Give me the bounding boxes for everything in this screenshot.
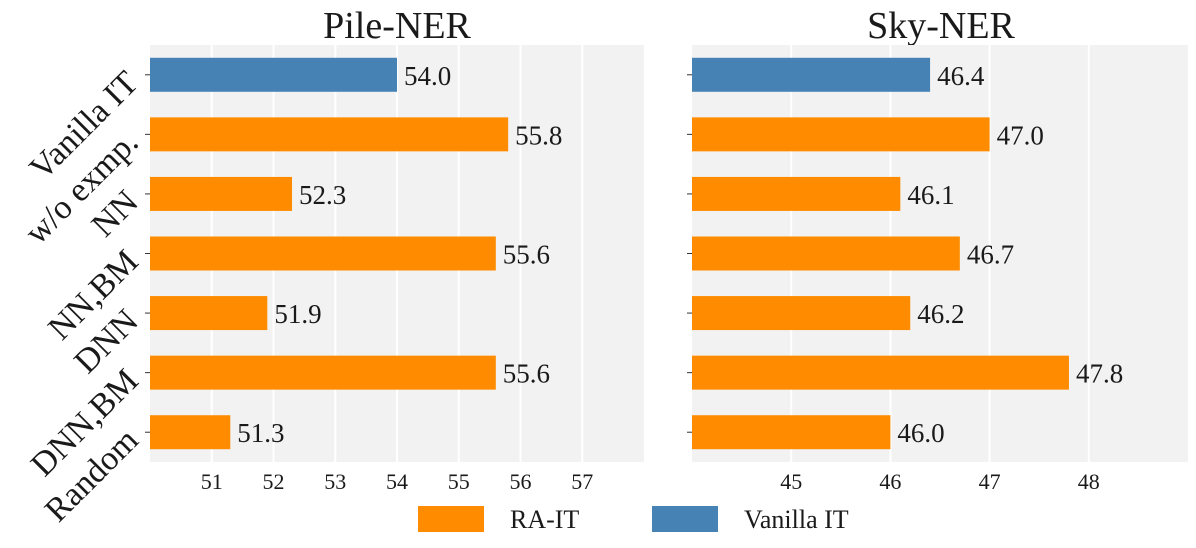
value-label: 47.8 bbox=[1076, 359, 1123, 389]
x-tick-label: 45 bbox=[780, 469, 802, 494]
value-label: 55.6 bbox=[503, 359, 550, 389]
bar-sky-ner-7 bbox=[692, 415, 891, 450]
bar-pile-ner-5 bbox=[150, 296, 268, 331]
value-label: 52.3 bbox=[299, 180, 346, 210]
bar-sky-ner-5 bbox=[692, 296, 911, 331]
x-tick-label: 51 bbox=[201, 469, 223, 494]
bar-sky-ner-4 bbox=[692, 236, 960, 271]
value-label: 46.1 bbox=[907, 180, 954, 210]
x-tick-label: 47 bbox=[979, 469, 1001, 494]
legend: RA-IT Vanilla IT bbox=[418, 505, 849, 534]
x-tick-label: 56 bbox=[510, 469, 532, 494]
value-label: 51.3 bbox=[237, 418, 284, 448]
x-tick-label: 54 bbox=[386, 469, 408, 494]
value-label: 46.4 bbox=[937, 61, 985, 91]
legend-label: Vanilla IT bbox=[744, 505, 849, 534]
bar-pile-ner-4 bbox=[150, 236, 496, 271]
x-tick-label: 57 bbox=[571, 469, 593, 494]
value-label: 46.0 bbox=[897, 418, 944, 448]
bar-pile-ner-1 bbox=[150, 57, 397, 92]
bar-sky-ner-2 bbox=[692, 117, 990, 152]
x-tick-label: 48 bbox=[1078, 469, 1100, 494]
panel-title-pile-ner: Pile-NER bbox=[323, 5, 471, 47]
x-tick-label: 52 bbox=[263, 469, 285, 494]
value-label: 54.0 bbox=[404, 61, 451, 91]
bar-sky-ner-1 bbox=[692, 57, 931, 92]
bar-sky-ner-3 bbox=[692, 176, 901, 211]
bar-pile-ner-3 bbox=[150, 176, 293, 211]
bar-pile-ner-6 bbox=[150, 355, 496, 390]
x-tick-label: 53 bbox=[324, 469, 346, 494]
value-label: 51.9 bbox=[274, 299, 321, 329]
value-label: 55.8 bbox=[515, 120, 562, 150]
bar-sky-ner-6 bbox=[692, 355, 1069, 390]
bar-pile-ner-7 bbox=[150, 415, 231, 450]
panel-title-sky-ner: Sky-NER bbox=[867, 5, 1015, 47]
value-label: 46.7 bbox=[967, 240, 1014, 270]
value-label: 55.6 bbox=[503, 240, 550, 270]
x-tick-label: 46 bbox=[879, 469, 901, 494]
legend-swatch bbox=[652, 506, 718, 532]
x-tick-label: 55 bbox=[448, 469, 470, 494]
legend-label: RA-IT bbox=[510, 505, 579, 534]
legend-swatch bbox=[418, 506, 484, 532]
bar-pile-ner-2 bbox=[150, 117, 509, 152]
value-label: 46.2 bbox=[917, 299, 964, 329]
value-label: 47.0 bbox=[997, 120, 1044, 150]
